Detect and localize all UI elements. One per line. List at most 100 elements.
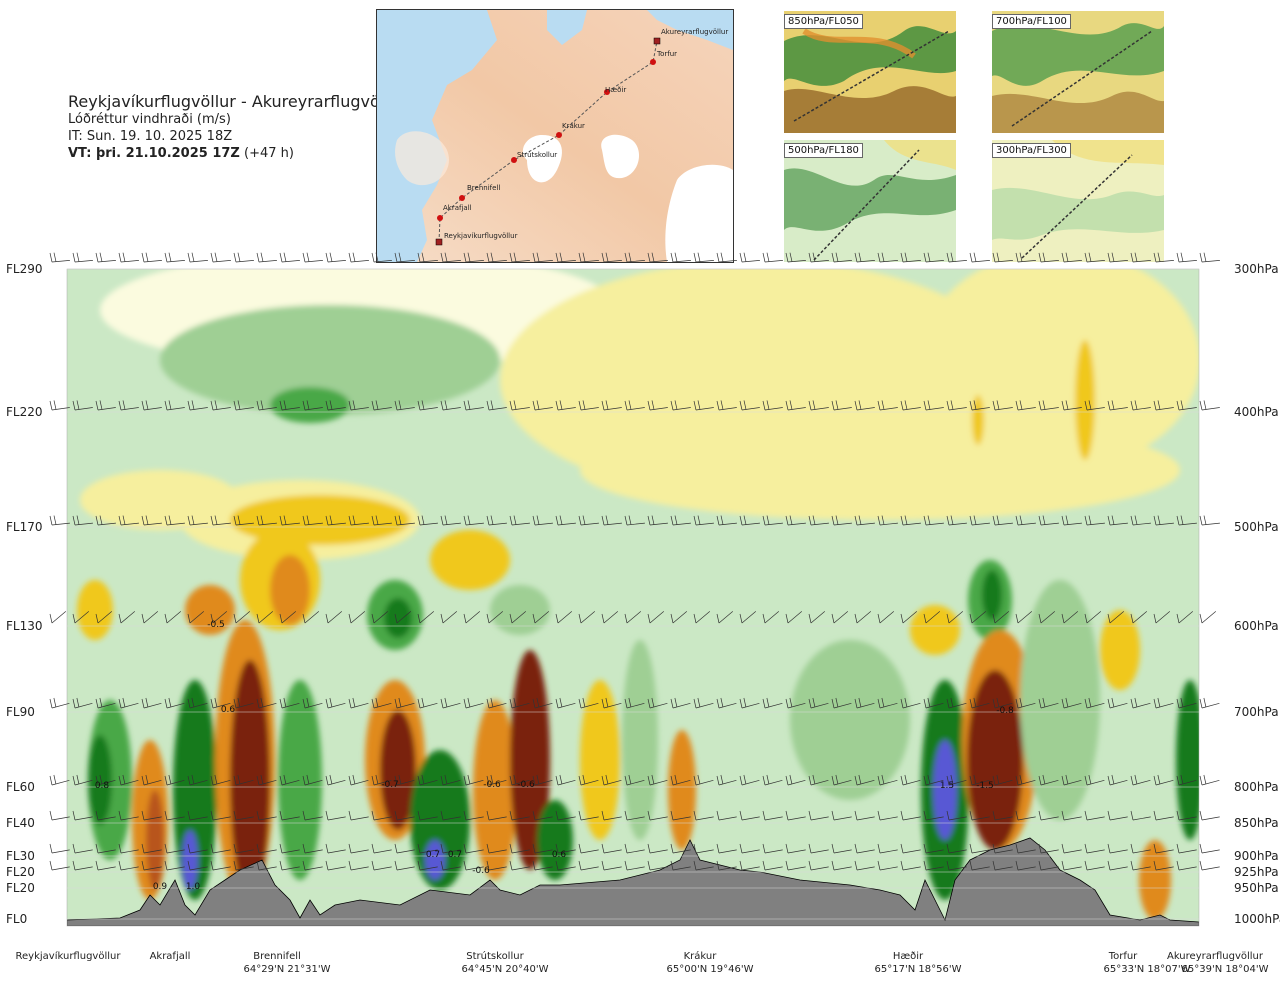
value-label: -0.6 xyxy=(472,866,490,876)
wind-barb xyxy=(164,774,185,786)
wind-barb xyxy=(1153,252,1174,263)
wind-barb xyxy=(118,400,139,411)
wind-barb xyxy=(739,515,760,526)
value-label: 0.7 xyxy=(426,850,440,860)
thumbnail-850hpa[interactable]: 850hPa/FL050 xyxy=(784,11,956,133)
wind-barb xyxy=(440,252,461,263)
wind-barb xyxy=(509,611,527,624)
wind-barb xyxy=(1061,860,1082,871)
wind-barb xyxy=(1130,860,1151,871)
wind-barb xyxy=(532,611,550,624)
wind-barbs xyxy=(49,252,1220,871)
wind-barb xyxy=(1130,697,1151,709)
value-label: -0.8 xyxy=(996,706,1014,716)
wind-barb xyxy=(256,400,277,411)
wind-barb xyxy=(578,400,599,411)
wind-barb xyxy=(762,774,783,786)
flight-level-label: FL90 xyxy=(6,705,35,719)
wind-barb xyxy=(440,515,461,526)
waypoint-name: Torfur xyxy=(1108,951,1138,962)
wind-barb xyxy=(647,860,668,871)
wind-barb xyxy=(624,860,645,871)
wind-barb xyxy=(1061,611,1079,624)
wind-barb xyxy=(233,400,254,411)
field-patch xyxy=(933,740,957,840)
wind-barb xyxy=(992,400,1013,411)
wind-barb xyxy=(1176,252,1197,263)
wind-barb xyxy=(394,400,415,411)
waypoint-coord: 65°00'N 19°46'W xyxy=(667,964,754,975)
thumbnail-300hpa[interactable]: 300hPa/FL300 xyxy=(992,140,1164,262)
route-title: Reykjavíkurflugvöllur - Akureyrarflugvöl… xyxy=(68,92,406,111)
wind-barb xyxy=(279,860,300,871)
wind-barb xyxy=(785,697,806,709)
wind-barb xyxy=(647,774,668,786)
wind-barb xyxy=(900,774,921,786)
field-patch xyxy=(160,305,500,415)
wind-barb xyxy=(1153,611,1171,624)
wind-barb xyxy=(785,843,806,854)
wind-barb xyxy=(900,843,921,854)
wind-barb xyxy=(1107,252,1128,263)
waypoint-coord: 64°29'N 21°31'W xyxy=(244,964,331,975)
wind-barb xyxy=(325,611,343,624)
wind-barb xyxy=(302,843,323,854)
wind-barb xyxy=(95,400,116,411)
value-label: -0.6 xyxy=(483,780,501,790)
wind-barb xyxy=(49,774,70,786)
wind-barb xyxy=(762,515,783,526)
wind-barb xyxy=(831,810,852,821)
wind-barb xyxy=(1199,843,1220,854)
flight-level-label: FL20 xyxy=(6,865,35,879)
wind-barb xyxy=(808,843,829,854)
field-patch xyxy=(622,640,658,840)
wind-barb xyxy=(1130,810,1151,821)
wind-barb xyxy=(49,515,70,526)
wind-barb xyxy=(808,810,829,821)
map-label-reykjavik: Reykjavíkurflugvöllur xyxy=(444,232,518,240)
field-patch xyxy=(182,830,198,890)
flight-level-label: FL30 xyxy=(6,849,35,863)
wind-barb xyxy=(279,697,300,709)
wind-barb xyxy=(1107,843,1128,854)
field-patch xyxy=(77,580,113,640)
wind-barb xyxy=(325,860,346,871)
wind-barb xyxy=(762,611,780,624)
wind-barb xyxy=(716,843,737,854)
wind-barb xyxy=(969,252,990,263)
wind-barb xyxy=(463,810,484,821)
field-patch xyxy=(967,670,1023,850)
wind-barb xyxy=(946,400,967,411)
wind-barb xyxy=(624,252,645,263)
wind-barb xyxy=(923,400,944,411)
wind-barb xyxy=(210,697,231,709)
pressure-label: 925hPa xyxy=(1234,865,1279,879)
wind-barb xyxy=(118,697,139,709)
wind-barb xyxy=(417,860,438,871)
wind-barb xyxy=(1061,697,1082,709)
wind-barb xyxy=(693,697,714,709)
wind-barb xyxy=(233,774,254,786)
wind-barb xyxy=(348,515,369,526)
thumbnail-500hpa[interactable]: 500hPa/FL180 xyxy=(784,140,956,262)
wind-barb xyxy=(739,860,760,871)
wind-barb xyxy=(1061,515,1082,526)
wind-barb xyxy=(1107,860,1128,871)
wind-barb xyxy=(95,843,116,854)
wind-barb xyxy=(693,843,714,854)
wind-barb xyxy=(670,515,691,526)
wind-barb xyxy=(187,810,208,821)
thumbnail-700hpa[interactable]: 700hPa/FL100 xyxy=(992,11,1164,133)
wind-barb xyxy=(72,810,93,821)
wind-barb xyxy=(486,843,507,854)
value-label: 0.9 xyxy=(153,882,168,892)
wind-barb xyxy=(716,515,737,526)
wind-barb xyxy=(1130,252,1151,263)
wind-barb xyxy=(716,252,737,263)
wind-barb xyxy=(601,400,622,411)
pressure-label: 900hPa xyxy=(1234,849,1279,863)
wind-barb xyxy=(187,611,205,624)
wind-barb xyxy=(256,252,277,263)
wind-barb xyxy=(693,611,711,624)
wind-barb xyxy=(256,515,277,526)
